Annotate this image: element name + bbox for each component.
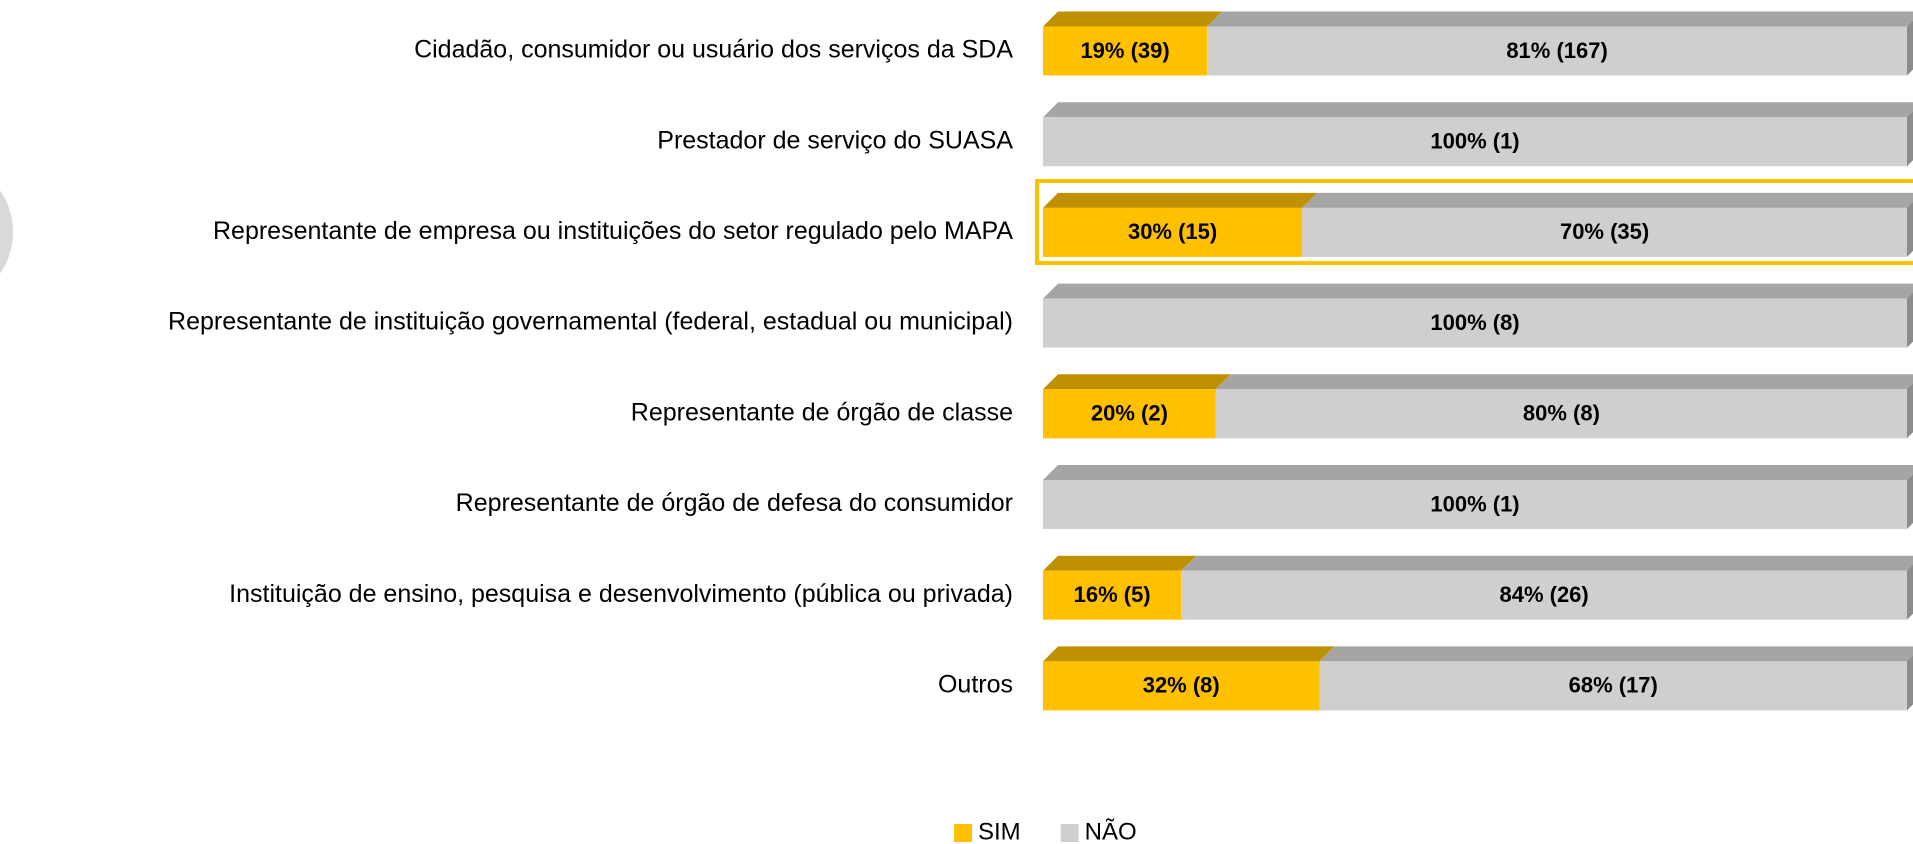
value-label: 68% (17) <box>1569 673 1658 698</box>
bar-side <box>1907 292 1913 348</box>
bar <box>1043 26 1208 76</box>
legend-label: NÃO <box>1085 818 1137 844</box>
bar-side <box>1907 201 1913 257</box>
bar-side <box>1907 474 1913 529</box>
bar <box>1215 389 1907 439</box>
bar-top <box>1043 555 1197 571</box>
bar-top <box>1043 11 1223 27</box>
bar <box>1043 298 1907 348</box>
value-label: 100% (8) <box>1430 310 1519 335</box>
bar-top <box>1043 192 1318 208</box>
bar <box>1302 207 1907 257</box>
bar-top <box>1302 192 1913 208</box>
value-label: 80% (8) <box>1523 401 1600 426</box>
value-label: 100% (1) <box>1430 129 1519 154</box>
value-label: 19% (39) <box>1080 38 1169 63</box>
bar <box>1207 26 1907 76</box>
value-label: 84% (26) <box>1499 582 1588 607</box>
category-label: Outros <box>938 671 1013 699</box>
bar <box>1043 389 1216 439</box>
bar <box>1043 207 1303 257</box>
bar-top <box>1043 102 1913 118</box>
category-label: Instituição de ensino, pesquisa e desenv… <box>229 580 1013 608</box>
bar-top <box>1319 646 1913 662</box>
value-label: 100% (1) <box>1430 491 1519 516</box>
category-label: Representante de empresa ou instituições… <box>213 217 1013 245</box>
bar-top <box>1043 646 1335 662</box>
value-label: 81% (167) <box>1506 38 1608 63</box>
legend-swatch <box>1060 824 1079 842</box>
value-label: 32% (8) <box>1143 673 1220 698</box>
category-label: Representante de instituição governament… <box>168 308 1013 336</box>
bar <box>1181 570 1907 620</box>
category-label: Representante de órgão de defesa do cons… <box>456 489 1013 517</box>
bar-side <box>1907 564 1913 620</box>
bar-side <box>1907 655 1913 711</box>
legend-swatch <box>954 824 972 842</box>
bar <box>1319 661 1907 711</box>
category-label: Cidadão, consumidor ou usuário dos servi… <box>414 36 1013 64</box>
bar-top <box>1043 283 1913 299</box>
value-label: 20% (2) <box>1091 401 1168 426</box>
bar-top <box>1207 11 1913 27</box>
bar-top <box>1043 374 1231 390</box>
bar <box>1043 117 1907 167</box>
decoration-arc <box>0 190 13 274</box>
bar-side <box>1907 20 1913 76</box>
bar-top <box>1181 555 1913 571</box>
bar <box>1043 570 1182 620</box>
bar <box>1043 480 1907 529</box>
bar <box>1043 661 1320 711</box>
value-label: 16% (5) <box>1074 582 1151 607</box>
bar-side <box>1907 111 1913 167</box>
bar-side <box>1907 383 1913 439</box>
highlight-box <box>1035 179 1913 265</box>
bar-top <box>1043 465 1913 480</box>
category-label: Representante de órgão de classe <box>631 398 1013 426</box>
plot-area: Cidadão, consumidor ou usuário dos servi… <box>168 11 1913 711</box>
bar-top <box>1215 374 1913 390</box>
legend-label: SIM <box>978 818 1021 844</box>
value-label: 30% (15) <box>1128 219 1217 244</box>
value-label: 70% (35) <box>1560 219 1649 244</box>
category-label: Prestador de serviço do SUASA <box>657 126 1013 154</box>
